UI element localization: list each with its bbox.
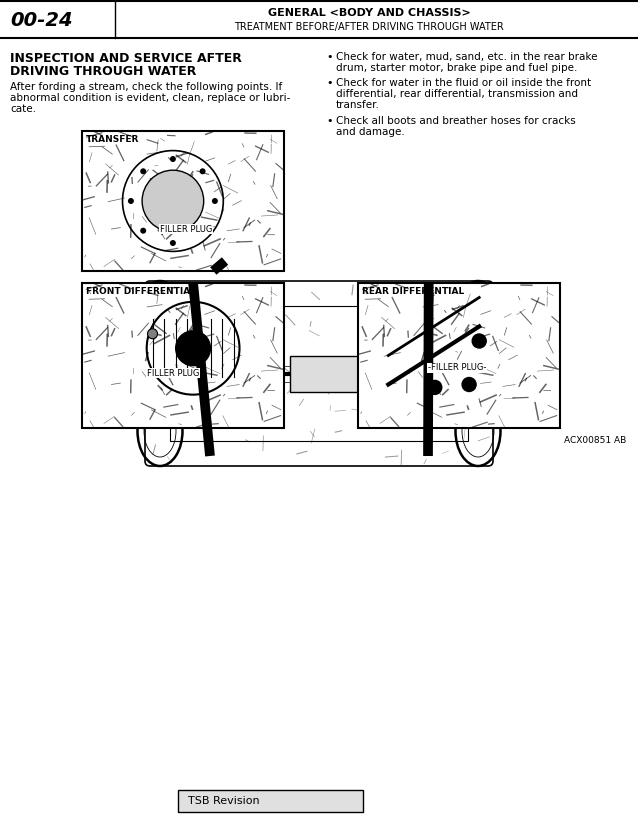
Text: abnormal condition is evident, clean, replace or lubri-: abnormal condition is evident, clean, re…	[10, 93, 290, 103]
Text: cate.: cate.	[10, 104, 36, 114]
Text: drum, starter motor, brake pipe and fuel pipe.: drum, starter motor, brake pipe and fuel…	[336, 63, 577, 73]
Circle shape	[412, 356, 448, 392]
Circle shape	[472, 334, 486, 348]
Bar	[178, 790, 363, 812]
Text: and damage.: and damage.	[336, 127, 404, 137]
Text: transfer.: transfer.	[336, 100, 380, 110]
Text: •: •	[326, 116, 332, 126]
Text: FRONT DIFFERENTIAL: FRONT DIFFERENTIAL	[86, 287, 196, 296]
Text: FILLER PLUG: FILLER PLUG	[147, 368, 199, 377]
Circle shape	[170, 156, 176, 162]
Text: TRANSFER: TRANSFER	[86, 135, 139, 144]
Text: INSPECTION AND SERVICE AFTER: INSPECTION AND SERVICE AFTER	[10, 52, 242, 65]
Circle shape	[427, 381, 441, 394]
Circle shape	[128, 198, 134, 204]
Bar	[95, 261, 543, 486]
Text: TSB Revision: TSB Revision	[188, 796, 260, 806]
Text: REAR DIFFERENTIAL: REAR DIFFERENTIAL	[362, 287, 464, 296]
Bar	[358, 283, 560, 428]
Bar	[82, 283, 284, 428]
Text: ACX00851 AB: ACX00851 AB	[564, 436, 626, 445]
Circle shape	[188, 352, 232, 396]
Circle shape	[200, 228, 205, 234]
Text: After fording a stream, check the following points. If: After fording a stream, check the follow…	[10, 82, 282, 92]
Text: -FILLER PLUG-: -FILLER PLUG-	[428, 363, 486, 373]
Text: FILLER PLUG: FILLER PLUG	[160, 225, 212, 234]
Circle shape	[140, 169, 146, 174]
Text: Check for water, mud, sand, etc. in the rear brake: Check for water, mud, sand, etc. in the …	[336, 52, 598, 62]
Bar	[82, 131, 284, 271]
Text: TREATMENT BEFORE/AFTER DRIVING THROUGH WATER: TREATMENT BEFORE/AFTER DRIVING THROUGH W…	[234, 22, 504, 32]
Text: differential, rear differential, transmission and: differential, rear differential, transmi…	[336, 89, 578, 99]
Bar	[170, 306, 468, 441]
Circle shape	[462, 377, 476, 392]
Text: Check for water in the fluid or oil inside the front: Check for water in the fluid or oil insi…	[336, 78, 591, 88]
Text: •: •	[326, 78, 332, 88]
Text: •: •	[326, 52, 332, 62]
Circle shape	[142, 170, 204, 232]
Text: 00-24: 00-24	[10, 11, 73, 30]
Circle shape	[200, 169, 205, 174]
Bar	[290, 356, 360, 392]
Circle shape	[170, 240, 176, 246]
Text: Check all boots and breather hoses for cracks: Check all boots and breather hoses for c…	[336, 116, 575, 126]
Circle shape	[175, 331, 211, 366]
Text: DRIVING THROUGH WATER: DRIVING THROUGH WATER	[10, 65, 197, 78]
Text: GENERAL <BODY AND CHASSIS>: GENERAL <BODY AND CHASSIS>	[267, 8, 470, 18]
Circle shape	[147, 329, 158, 339]
Circle shape	[212, 198, 218, 204]
Circle shape	[140, 228, 146, 234]
